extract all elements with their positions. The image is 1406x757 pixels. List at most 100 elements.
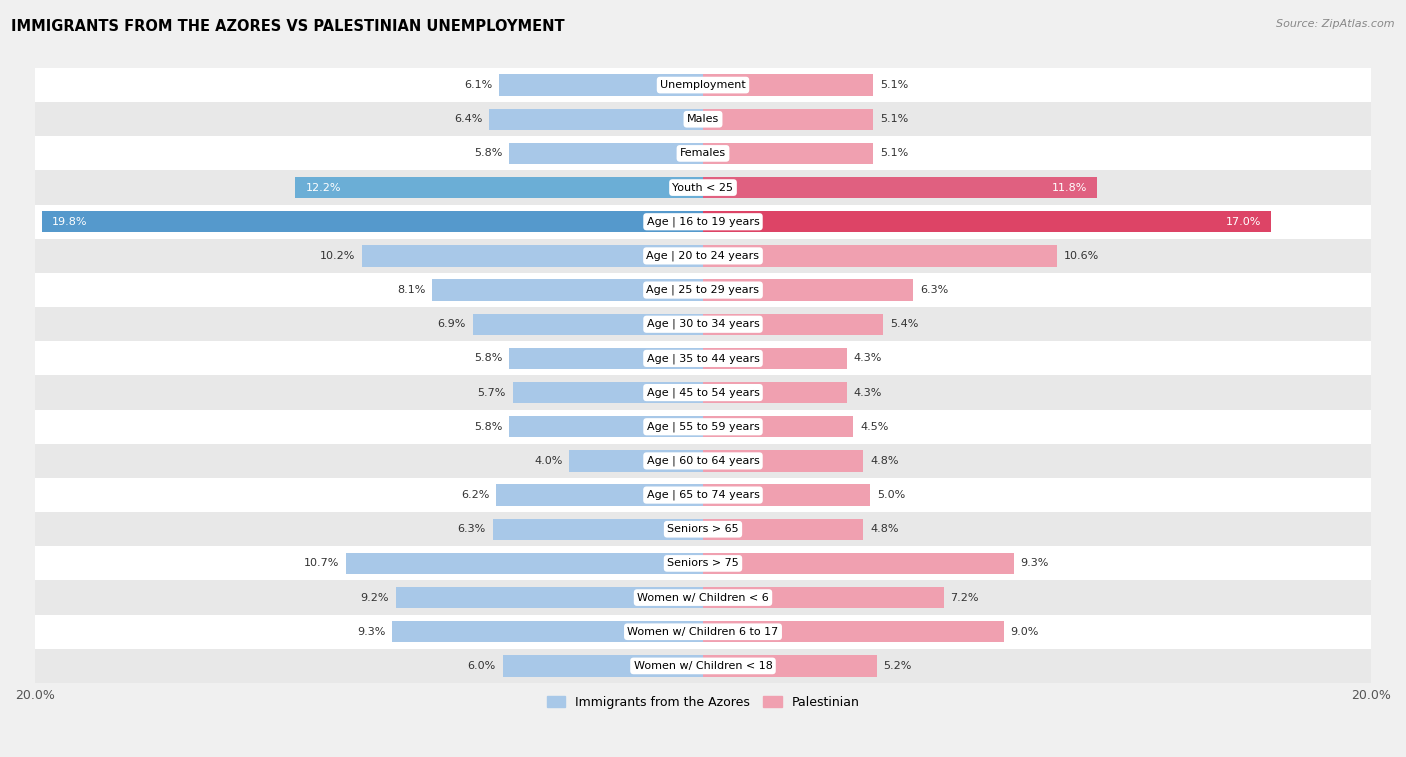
Bar bbox=[35, 512, 1371, 547]
Text: 5.2%: 5.2% bbox=[883, 661, 911, 671]
Bar bbox=[35, 170, 1371, 204]
Bar bbox=[703, 109, 873, 130]
Bar bbox=[35, 102, 1371, 136]
Bar bbox=[509, 143, 703, 164]
Bar bbox=[35, 581, 1371, 615]
Bar bbox=[35, 136, 1371, 170]
Text: Women w/ Children < 6: Women w/ Children < 6 bbox=[637, 593, 769, 603]
Text: 6.3%: 6.3% bbox=[920, 285, 949, 295]
Text: IMMIGRANTS FROM THE AZORES VS PALESTINIAN UNEMPLOYMENT: IMMIGRANTS FROM THE AZORES VS PALESTINIA… bbox=[11, 19, 565, 34]
Bar bbox=[569, 450, 703, 472]
Text: 11.8%: 11.8% bbox=[1052, 182, 1087, 192]
Bar bbox=[703, 245, 1057, 266]
Bar bbox=[703, 553, 1014, 574]
Bar bbox=[392, 621, 703, 643]
Text: 4.8%: 4.8% bbox=[870, 525, 898, 534]
Bar bbox=[35, 444, 1371, 478]
Text: 6.1%: 6.1% bbox=[464, 80, 492, 90]
Text: 7.2%: 7.2% bbox=[950, 593, 979, 603]
Text: Unemployment: Unemployment bbox=[661, 80, 745, 90]
Text: 5.1%: 5.1% bbox=[880, 148, 908, 158]
Bar bbox=[35, 273, 1371, 307]
Text: 5.8%: 5.8% bbox=[474, 422, 502, 431]
Bar bbox=[703, 450, 863, 472]
Bar bbox=[472, 313, 703, 335]
Text: 12.2%: 12.2% bbox=[305, 182, 342, 192]
Text: 9.3%: 9.3% bbox=[357, 627, 385, 637]
Text: 10.7%: 10.7% bbox=[304, 559, 339, 569]
Text: Source: ZipAtlas.com: Source: ZipAtlas.com bbox=[1277, 19, 1395, 29]
Bar bbox=[35, 375, 1371, 410]
Text: Age | 35 to 44 years: Age | 35 to 44 years bbox=[647, 354, 759, 363]
Text: 6.3%: 6.3% bbox=[457, 525, 486, 534]
Bar bbox=[433, 279, 703, 301]
Bar bbox=[703, 279, 914, 301]
Text: 10.2%: 10.2% bbox=[321, 251, 356, 261]
Bar bbox=[35, 410, 1371, 444]
Text: Seniors > 75: Seniors > 75 bbox=[666, 559, 740, 569]
Text: 9.2%: 9.2% bbox=[360, 593, 389, 603]
Text: Age | 55 to 59 years: Age | 55 to 59 years bbox=[647, 422, 759, 432]
Text: Age | 65 to 74 years: Age | 65 to 74 years bbox=[647, 490, 759, 500]
Bar bbox=[499, 74, 703, 95]
Text: 4.5%: 4.5% bbox=[860, 422, 889, 431]
Bar bbox=[703, 313, 883, 335]
Text: 10.6%: 10.6% bbox=[1064, 251, 1099, 261]
Text: 4.8%: 4.8% bbox=[870, 456, 898, 466]
Bar bbox=[35, 478, 1371, 512]
Text: 6.2%: 6.2% bbox=[461, 490, 489, 500]
Text: 5.8%: 5.8% bbox=[474, 148, 502, 158]
Bar bbox=[35, 615, 1371, 649]
Text: 4.3%: 4.3% bbox=[853, 354, 882, 363]
Text: 5.8%: 5.8% bbox=[474, 354, 502, 363]
Text: Age | 25 to 29 years: Age | 25 to 29 years bbox=[647, 285, 759, 295]
Bar bbox=[35, 547, 1371, 581]
Text: 6.4%: 6.4% bbox=[454, 114, 482, 124]
Text: 6.9%: 6.9% bbox=[437, 319, 465, 329]
Text: Seniors > 65: Seniors > 65 bbox=[668, 525, 738, 534]
Bar bbox=[35, 307, 1371, 341]
Bar bbox=[35, 649, 1371, 683]
Legend: Immigrants from the Azores, Palestinian: Immigrants from the Azores, Palestinian bbox=[541, 690, 865, 714]
Bar bbox=[363, 245, 703, 266]
Bar bbox=[492, 519, 703, 540]
Bar bbox=[703, 143, 873, 164]
Bar bbox=[703, 382, 846, 403]
Bar bbox=[703, 519, 863, 540]
Text: Age | 16 to 19 years: Age | 16 to 19 years bbox=[647, 217, 759, 227]
Text: Males: Males bbox=[688, 114, 718, 124]
Text: Females: Females bbox=[681, 148, 725, 158]
Bar bbox=[703, 484, 870, 506]
Bar bbox=[35, 204, 1371, 238]
Bar bbox=[703, 74, 873, 95]
Bar bbox=[509, 416, 703, 438]
Text: Youth < 25: Youth < 25 bbox=[672, 182, 734, 192]
Bar bbox=[489, 109, 703, 130]
Bar bbox=[35, 238, 1371, 273]
Text: 4.3%: 4.3% bbox=[853, 388, 882, 397]
Bar bbox=[703, 656, 877, 677]
Bar bbox=[295, 177, 703, 198]
Bar bbox=[35, 341, 1371, 375]
Text: Age | 60 to 64 years: Age | 60 to 64 years bbox=[647, 456, 759, 466]
Text: 5.0%: 5.0% bbox=[877, 490, 905, 500]
Text: 5.4%: 5.4% bbox=[890, 319, 918, 329]
Bar bbox=[509, 347, 703, 369]
Text: 6.0%: 6.0% bbox=[468, 661, 496, 671]
Bar bbox=[703, 347, 846, 369]
Text: 8.1%: 8.1% bbox=[398, 285, 426, 295]
Bar bbox=[703, 621, 1004, 643]
Bar bbox=[513, 382, 703, 403]
Text: 9.3%: 9.3% bbox=[1021, 559, 1049, 569]
Text: 17.0%: 17.0% bbox=[1226, 217, 1261, 227]
Bar bbox=[703, 587, 943, 608]
Text: 5.1%: 5.1% bbox=[880, 80, 908, 90]
Text: Age | 30 to 34 years: Age | 30 to 34 years bbox=[647, 319, 759, 329]
Text: Women w/ Children < 18: Women w/ Children < 18 bbox=[634, 661, 772, 671]
Bar bbox=[703, 177, 1097, 198]
Text: 5.1%: 5.1% bbox=[880, 114, 908, 124]
Text: Age | 20 to 24 years: Age | 20 to 24 years bbox=[647, 251, 759, 261]
Text: 5.7%: 5.7% bbox=[478, 388, 506, 397]
Bar bbox=[395, 587, 703, 608]
Text: 19.8%: 19.8% bbox=[52, 217, 87, 227]
